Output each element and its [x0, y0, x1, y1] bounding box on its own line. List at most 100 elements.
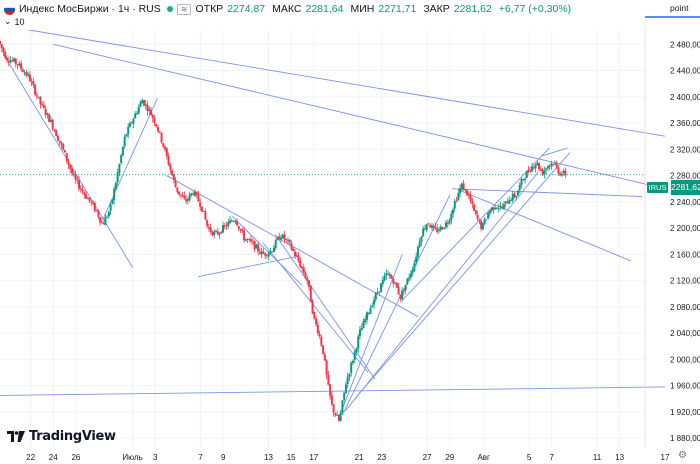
x-tick-label: 27	[423, 453, 432, 462]
candle-body	[369, 307, 372, 314]
candle-body	[362, 321, 365, 329]
candle-body	[269, 251, 272, 254]
y-tick-label: 2 480,00	[670, 40, 700, 49]
candle-down	[455, 196, 458, 203]
candle-down	[239, 228, 242, 233]
candle-body	[34, 85, 37, 95]
symbol-title[interactable]: Индекс МосБиржи · 1ч · RUS	[19, 3, 161, 15]
candle-body	[134, 113, 137, 119]
candle-up	[487, 211, 490, 220]
candle-body	[23, 72, 26, 74]
candle-body	[286, 240, 289, 241]
candle-down	[174, 177, 177, 188]
candle-body	[329, 384, 332, 396]
candle-up	[114, 181, 117, 191]
candle-body	[90, 201, 93, 203]
candle-body	[495, 207, 498, 209]
candle-up	[351, 359, 354, 365]
candle-body	[416, 246, 419, 258]
candle-body	[253, 240, 256, 250]
candle-up	[272, 245, 275, 253]
candle-up	[385, 269, 388, 280]
indicators-toggle[interactable]: ⌄ 10	[4, 16, 25, 27]
candle-up	[383, 272, 386, 282]
candle-body	[279, 237, 282, 240]
candle-up	[543, 166, 546, 179]
candle-down	[35, 92, 38, 100]
candle-body	[63, 150, 66, 153]
candle-body	[85, 194, 88, 199]
candle-body	[423, 228, 426, 230]
candle-up	[437, 227, 440, 234]
ohlc-high-value: 2281,64	[305, 3, 344, 15]
candle-down	[165, 146, 168, 160]
plot-area[interactable]	[0, 18, 645, 448]
candle-body	[39, 96, 42, 105]
candle-down	[25, 69, 28, 78]
candle-body	[127, 126, 130, 135]
candle-body	[483, 219, 486, 224]
candle-down	[150, 107, 153, 116]
candle-up	[350, 361, 353, 377]
candle-body	[504, 201, 507, 204]
candle-down	[183, 191, 186, 200]
candle-body	[373, 299, 376, 305]
candle-up	[425, 223, 428, 233]
candle-body	[332, 404, 335, 413]
candle-up	[545, 167, 548, 175]
candle-body	[520, 178, 523, 186]
candle-down	[142, 99, 145, 107]
candle-body	[337, 415, 340, 421]
candle-down	[48, 113, 51, 123]
time-axis[interactable]: 22 24 26 Июль 3 7 9 13 15 17 21 23 27 29 Авг 5 7 11 13 17	[26, 453, 670, 462]
candle-up	[128, 121, 131, 128]
candle-up	[525, 170, 528, 179]
tradingview-watermark[interactable]: TradingView	[7, 429, 116, 444]
candle-body	[313, 312, 316, 319]
candle-body	[51, 119, 54, 129]
candle-down	[429, 223, 432, 228]
candle-up	[232, 219, 235, 223]
candle-down	[501, 203, 504, 210]
candle-body	[104, 217, 107, 226]
candle-up	[348, 373, 351, 382]
candle-down	[434, 222, 437, 230]
trendline	[274, 234, 376, 380]
chevron-down-icon[interactable]: ⌄	[4, 16, 12, 26]
candle-body	[316, 324, 319, 334]
candle-down	[466, 189, 469, 197]
candle-body	[527, 170, 530, 172]
candle-down	[70, 164, 73, 177]
candle-body	[341, 400, 344, 413]
candle-body	[21, 69, 24, 72]
candle-body	[285, 239, 288, 240]
y-tick-label: 2 040,00	[670, 329, 700, 338]
candle-up	[413, 259, 416, 273]
candle-body	[116, 172, 119, 182]
candle-down	[555, 160, 558, 169]
candle-body	[543, 170, 546, 175]
candle-body	[546, 166, 549, 169]
candle-down	[476, 211, 479, 221]
candle-up	[394, 281, 397, 285]
candle-up	[524, 176, 527, 184]
candle-down	[32, 77, 35, 89]
candle-body	[367, 312, 370, 314]
candle-body	[243, 230, 246, 241]
price-axis[interactable]: 1 880,00 1 920,00 1 960,00 2 000,00 2 040,00…	[670, 40, 700, 443]
candle-body	[267, 253, 270, 257]
candle-body	[453, 201, 456, 209]
candle-down	[376, 287, 379, 296]
candle-body	[388, 274, 391, 277]
trendline	[3, 53, 133, 268]
candle-up	[422, 225, 425, 237]
candle-body	[164, 146, 167, 150]
x-tick-label: Авг	[477, 453, 490, 462]
candle-down	[146, 100, 149, 116]
candle-up	[520, 177, 523, 189]
gear-icon[interactable]: ⚙	[678, 450, 687, 461]
candle-body	[99, 217, 102, 223]
data-badge[interactable]: ≋	[176, 3, 192, 15]
candle-down	[158, 130, 161, 134]
